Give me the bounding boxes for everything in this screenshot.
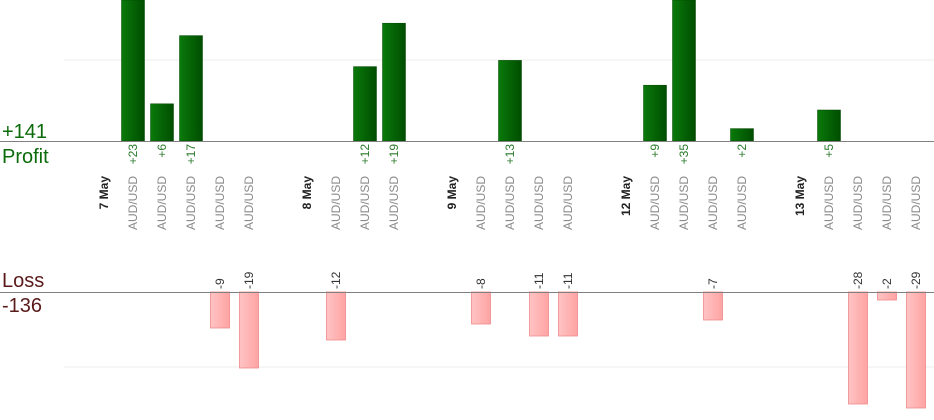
pair-label: AUD/USD bbox=[213, 176, 227, 230]
profit-bar bbox=[353, 66, 377, 142]
profit-value-label: +6 bbox=[155, 144, 169, 158]
loss-value-label: -11 bbox=[532, 272, 546, 289]
profit-bar bbox=[643, 84, 667, 142]
date-label: 13 May bbox=[793, 176, 807, 216]
pair-label: AUD/USD bbox=[126, 176, 140, 230]
pair-label: AUD/USD bbox=[329, 176, 343, 230]
pair-label: AUD/USD bbox=[561, 176, 575, 230]
pair-label: AUD/USD bbox=[474, 176, 488, 230]
loss-value-label: -2 bbox=[880, 278, 894, 289]
pair-label: AUD/USD bbox=[735, 176, 749, 230]
date-label: 7 May bbox=[97, 176, 111, 210]
loss-value-label: -12 bbox=[329, 271, 343, 289]
loss-total: -136 bbox=[2, 295, 42, 317]
loss-bar bbox=[471, 291, 491, 325]
pair-label: AUD/USD bbox=[851, 176, 865, 230]
axes bbox=[0, 141, 934, 293]
profit-bar bbox=[382, 22, 406, 142]
profit-value-label: +9 bbox=[648, 144, 662, 158]
loss-label: Loss bbox=[2, 270, 44, 292]
profit-bar bbox=[121, 0, 145, 142]
loss-value-label: -7 bbox=[706, 278, 720, 289]
profit-value-label: +35 bbox=[677, 144, 691, 165]
profit-value-label: +19 bbox=[387, 144, 401, 165]
loss-bar bbox=[239, 291, 259, 369]
pair-label: AUD/USD bbox=[822, 176, 836, 230]
gridlines bbox=[64, 59, 934, 368]
loss-bar bbox=[326, 291, 346, 341]
loss-bar bbox=[703, 291, 723, 321]
date-label: 9 May bbox=[445, 176, 459, 210]
pair-label: AUD/USD bbox=[387, 176, 401, 230]
pair-label: AUD/USD bbox=[909, 176, 923, 230]
loss-bar bbox=[906, 291, 926, 409]
loss-value-label: -19 bbox=[242, 271, 256, 289]
pair-label: AUD/USD bbox=[184, 176, 198, 230]
loss-bar bbox=[210, 291, 230, 329]
pair-label: AUD/USD bbox=[880, 176, 894, 230]
profit-bar bbox=[498, 60, 522, 142]
profit-total: +141 bbox=[2, 121, 47, 143]
profit-bar bbox=[672, 0, 696, 142]
loss-bar bbox=[877, 291, 897, 301]
profit-label: Profit bbox=[2, 146, 49, 168]
pair-label: AUD/USD bbox=[503, 176, 517, 230]
loss-value-label: -29 bbox=[909, 271, 923, 289]
pair-label: AUD/USD bbox=[242, 176, 256, 230]
loss-value-label: -9 bbox=[213, 278, 227, 289]
loss-bar bbox=[529, 291, 549, 337]
profit-value-label: +2 bbox=[735, 144, 749, 158]
profit-value-label: +5 bbox=[822, 144, 836, 158]
pair-label: AUD/USD bbox=[648, 176, 662, 230]
loss-value-label: -8 bbox=[474, 278, 488, 289]
labels: 7 May AUD/USD +23 AUD/USD +6 AUD/USD +17 AUD/US… bbox=[97, 144, 923, 289]
profit-value-label: +17 bbox=[184, 144, 198, 165]
profit-bar bbox=[150, 103, 174, 142]
pair-label: AUD/USD bbox=[155, 176, 169, 230]
pair-label: AUD/USD bbox=[532, 176, 546, 230]
pair-label: AUD/USD bbox=[677, 176, 691, 230]
date-label: 12 May bbox=[619, 176, 633, 216]
date-label: 8 May bbox=[300, 176, 314, 210]
bars bbox=[121, 0, 926, 409]
pair-label: AUD/USD bbox=[358, 176, 372, 230]
profit-value-label: +13 bbox=[503, 144, 517, 165]
profit-value-label: +12 bbox=[358, 144, 372, 165]
profit-bar bbox=[730, 128, 754, 142]
loss-bar bbox=[848, 291, 868, 405]
profit-value-label: +23 bbox=[126, 144, 140, 165]
loss-value-label: -28 bbox=[851, 271, 865, 289]
loss-value-label: -11 bbox=[561, 272, 575, 289]
profit-bar bbox=[817, 109, 841, 142]
loss-bar bbox=[558, 291, 578, 337]
pair-label: AUD/USD bbox=[706, 176, 720, 230]
profit-bar bbox=[179, 35, 203, 142]
